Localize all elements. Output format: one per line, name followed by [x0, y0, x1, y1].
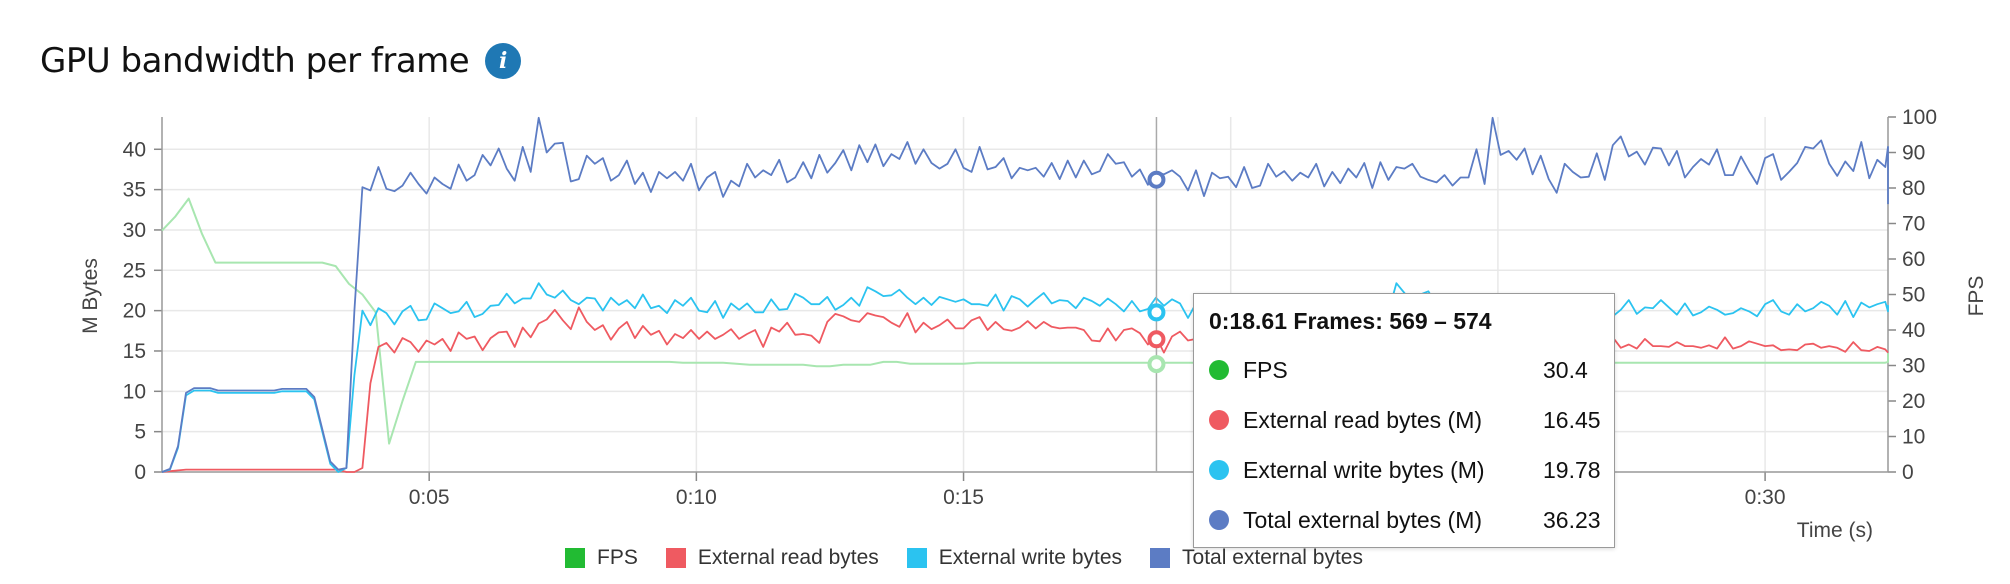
y2-tick-label: 30	[1902, 355, 1925, 378]
tooltip-value: 36.23	[1543, 506, 1601, 533]
y-tick-label: 40	[123, 138, 146, 161]
info-icon[interactable]: i	[485, 43, 522, 79]
y2-tick-label: 80	[1902, 177, 1925, 200]
y2-tick-label: 90	[1902, 142, 1925, 165]
y2-axis-label: FPS	[1965, 276, 1988, 317]
tooltip-label: External write bytes (M)	[1243, 456, 1485, 483]
legend-swatch	[665, 548, 686, 568]
y2-tick-label: 70	[1902, 213, 1925, 236]
cursor-marker-write	[1147, 303, 1166, 322]
legend: FPS External read bytes External write byt…	[565, 546, 1391, 570]
legend-item[interactable]: External read bytes	[665, 546, 879, 570]
y-axis-label: M Bytes	[79, 258, 102, 334]
cursor-marker-total	[1147, 170, 1166, 189]
tooltip-row: FPS 30.4	[1209, 355, 1601, 385]
tooltip-row: External write bytes (M) 19.78	[1209, 455, 1601, 485]
tooltip-label: Total external bytes (M)	[1243, 506, 1483, 533]
y-tick-label: 5	[134, 421, 146, 444]
cursor	[1147, 117, 1166, 472]
y-tick-label: 10	[123, 380, 146, 403]
y2-tick-label: 100	[1902, 106, 1937, 129]
series-line-read[interactable]	[161, 306, 1889, 473]
x-tick-label: 0:30	[1745, 486, 1786, 509]
y2-tick-label: 40	[1902, 319, 1925, 342]
chart-header: GPU bandwidth per frame i	[40, 36, 522, 86]
y2-tick-label: 50	[1902, 284, 1925, 307]
tooltip-dot	[1209, 510, 1229, 530]
tooltip-dot	[1209, 460, 1229, 480]
y-tick-label: 25	[123, 259, 146, 282]
x-tick-label: 0:15	[943, 486, 984, 509]
tooltip-value: 19.78	[1543, 456, 1601, 483]
y-tick-label: 20	[123, 300, 146, 323]
x-tick-label: 0:10	[676, 486, 717, 509]
tooltip-dot	[1209, 410, 1229, 430]
chart-title: GPU bandwidth per frame	[40, 41, 470, 81]
tooltip-value: 16.45	[1543, 406, 1601, 433]
y-tick-label: 35	[123, 179, 146, 202]
y2-tick-label: 60	[1902, 248, 1925, 271]
legend-label: FPS	[597, 546, 638, 569]
tooltip-row: Total external bytes (M) 36.23	[1209, 505, 1601, 535]
cursor-marker-fps	[1147, 355, 1166, 374]
tooltip-label: FPS	[1243, 356, 1288, 383]
tooltip-label: External read bytes (M)	[1243, 406, 1483, 433]
y2-tick-label: 20	[1902, 390, 1925, 413]
y2-tick-label: 0	[1902, 461, 1914, 484]
y-tick-label: 30	[123, 219, 146, 242]
cursor-marker-read	[1147, 330, 1166, 349]
legend-item[interactable]: FPS	[565, 546, 638, 570]
legend-item[interactable]: Total external bytes	[1150, 546, 1363, 570]
legend-swatch	[565, 548, 585, 568]
y2-tick-label: 10	[1902, 426, 1925, 449]
series[interactable]	[161, 116, 1889, 473]
legend-label: External write bytes	[938, 546, 1123, 569]
tooltip-dot	[1209, 360, 1229, 380]
series-line-total[interactable]	[161, 116, 1889, 473]
axes: 05101520253035400:050:100:150:200:250:30…	[123, 106, 1937, 509]
x-tick-label: 0:05	[409, 486, 450, 509]
legend-swatch	[906, 548, 927, 568]
tooltip-row: External read bytes (M) 16.45	[1209, 405, 1601, 435]
series-line-write[interactable]	[161, 282, 1889, 473]
x-axis-label: Time (s)	[1797, 519, 1873, 542]
y-tick-label: 0	[134, 461, 146, 484]
tooltip-value: 30.4	[1543, 356, 1588, 383]
tooltip: 0:18.61 Frames: 569 – 574 FPS 30.4 Externa…	[1193, 293, 1615, 548]
y-tick-label: 15	[123, 340, 146, 363]
tooltip-header: 0:18.61 Frames: 569 – 574	[1209, 308, 1492, 334]
legend-label: Total external bytes	[1182, 546, 1363, 569]
legend-label: External read bytes	[697, 546, 879, 569]
legend-swatch	[1150, 548, 1171, 568]
series-line-fps[interactable]	[161, 197, 1889, 445]
legend-item[interactable]: External write bytes	[906, 546, 1123, 570]
